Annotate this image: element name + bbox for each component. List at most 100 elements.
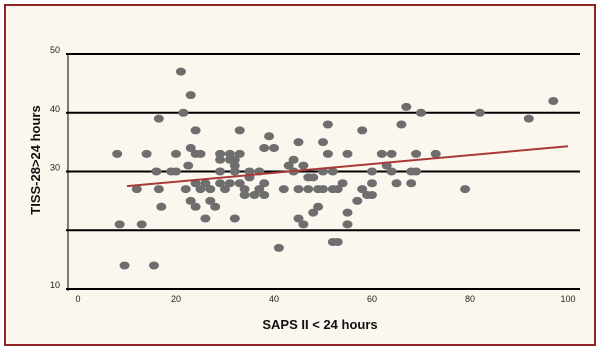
data-point-107 bbox=[416, 108, 426, 117]
data-point-37 bbox=[224, 149, 235, 158]
data-point-7 bbox=[151, 167, 162, 176]
x-tick-label-20: 20 bbox=[171, 294, 181, 304]
y-tick-label-40: 40 bbox=[50, 104, 60, 114]
data-point-23 bbox=[190, 179, 201, 188]
data-point-67 bbox=[298, 161, 309, 170]
data-point-98 bbox=[386, 149, 397, 158]
data-point-85 bbox=[337, 179, 348, 188]
data-point-84 bbox=[332, 185, 343, 194]
data-point-17 bbox=[183, 161, 194, 170]
data-point-48 bbox=[239, 191, 250, 199]
data-point-101 bbox=[396, 120, 407, 129]
data-point-88 bbox=[342, 208, 353, 217]
data-point-111 bbox=[523, 114, 534, 123]
data-point-46 bbox=[234, 149, 245, 158]
data-point-104 bbox=[406, 179, 417, 188]
data-point-79 bbox=[322, 149, 333, 158]
data-point-16 bbox=[180, 185, 191, 194]
data-point-83 bbox=[332, 238, 343, 246]
data-point-64 bbox=[293, 138, 304, 147]
data-point-78 bbox=[322, 120, 333, 129]
data-point-96 bbox=[376, 149, 387, 158]
data-point-19 bbox=[185, 144, 196, 152]
data-point-72 bbox=[308, 208, 319, 217]
data-point-13 bbox=[171, 167, 181, 176]
data-point-95 bbox=[367, 191, 377, 199]
data-point-91 bbox=[357, 185, 368, 194]
data-point-50 bbox=[244, 167, 255, 176]
data-point-45 bbox=[234, 179, 245, 188]
data-point-94 bbox=[367, 179, 377, 188]
data-point-14 bbox=[175, 67, 186, 76]
data-point-74 bbox=[313, 202, 324, 211]
data-point-60 bbox=[278, 185, 289, 194]
data-point-9 bbox=[153, 114, 164, 123]
data-point-71 bbox=[308, 173, 319, 182]
data-point-40 bbox=[229, 161, 240, 170]
data-point-86 bbox=[342, 149, 353, 158]
data-point-77 bbox=[318, 185, 328, 194]
data-point-27 bbox=[200, 214, 211, 223]
data-point-42 bbox=[229, 167, 240, 176]
data-point-65 bbox=[293, 185, 304, 194]
data-point-32 bbox=[215, 167, 226, 176]
data-point-53 bbox=[254, 185, 265, 194]
data-point-39 bbox=[224, 179, 235, 188]
data-point-105 bbox=[411, 149, 422, 158]
data-point-8 bbox=[153, 185, 164, 194]
data-point-81 bbox=[327, 167, 338, 176]
data-point-108 bbox=[430, 149, 441, 158]
data-point-35 bbox=[215, 179, 226, 188]
y-axis-label: TISS-28>24 hours bbox=[28, 105, 43, 214]
data-point-6 bbox=[148, 261, 159, 270]
data-point-1 bbox=[114, 220, 125, 229]
data-point-5 bbox=[141, 149, 152, 158]
data-point-29 bbox=[205, 196, 216, 205]
x-tick-label-0: 0 bbox=[75, 294, 80, 304]
x-tick-label-60: 60 bbox=[367, 294, 377, 304]
data-point-33 bbox=[215, 149, 226, 158]
data-point-2 bbox=[119, 261, 130, 270]
data-point-112 bbox=[548, 97, 559, 105]
data-point-87 bbox=[342, 220, 353, 229]
data-point-12 bbox=[171, 149, 181, 158]
data-point-31 bbox=[210, 202, 221, 211]
x-tick-labels: 0 20 40 60 80 100 bbox=[75, 294, 575, 304]
data-point-109 bbox=[460, 185, 471, 194]
data-point-93 bbox=[367, 167, 377, 176]
data-points bbox=[112, 67, 559, 270]
trendline bbox=[126, 145, 569, 188]
data-point-99 bbox=[386, 167, 397, 176]
data-point-24 bbox=[190, 202, 201, 211]
data-point-41 bbox=[229, 155, 240, 164]
data-point-106 bbox=[411, 167, 422, 176]
data-point-51 bbox=[249, 191, 260, 199]
data-point-18 bbox=[185, 91, 196, 100]
data-point-89 bbox=[352, 196, 363, 205]
data-point-100 bbox=[391, 179, 402, 188]
data-point-43 bbox=[229, 214, 240, 223]
y-tick-label-10: 10 bbox=[50, 280, 60, 290]
data-point-25 bbox=[195, 149, 206, 158]
data-point-56 bbox=[259, 144, 270, 152]
data-point-58 bbox=[269, 144, 279, 152]
data-point-75 bbox=[318, 138, 328, 147]
data-point-61 bbox=[283, 161, 294, 170]
data-point-0 bbox=[112, 149, 123, 158]
data-point-110 bbox=[474, 108, 485, 117]
data-point-54 bbox=[259, 179, 270, 188]
y-tick-label-30: 30 bbox=[50, 163, 60, 173]
data-point-70 bbox=[303, 185, 314, 194]
data-point-102 bbox=[401, 102, 412, 111]
x-tick-label-80: 80 bbox=[465, 294, 475, 304]
data-point-30 bbox=[205, 185, 216, 194]
data-point-55 bbox=[259, 191, 270, 199]
data-point-20 bbox=[185, 196, 196, 205]
x-tick-label-100: 100 bbox=[560, 294, 575, 304]
data-point-36 bbox=[220, 185, 230, 194]
x-tick-label-40: 40 bbox=[269, 294, 279, 304]
data-point-10 bbox=[156, 202, 167, 211]
data-point-68 bbox=[298, 220, 309, 229]
y-tick-label-50: 50 bbox=[50, 45, 60, 55]
